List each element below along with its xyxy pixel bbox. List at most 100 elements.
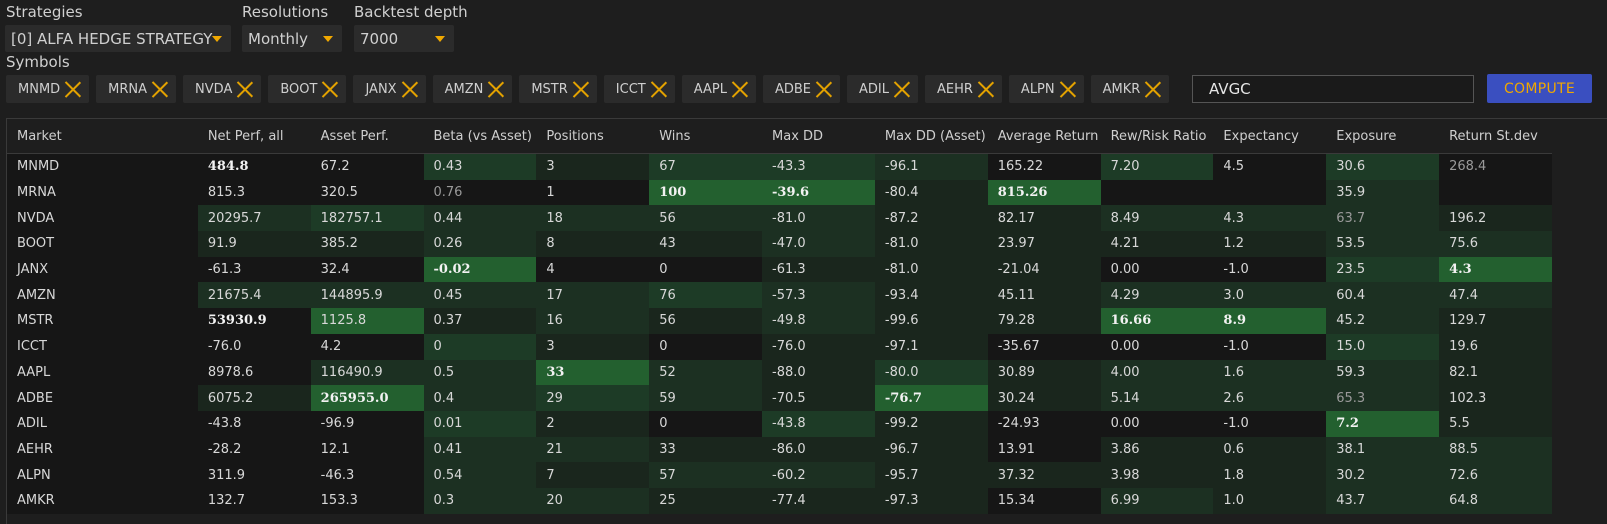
metric-cell: 116490.9 [310,359,424,386]
metric-cell [1213,179,1327,206]
table-row[interactable]: JANX -61.3 32.4 -0.02 4 0 -61.3 -81.0 -21.04 0.00… [7,256,1552,283]
symbol-chip: MRNA [96,75,177,103]
close-icon[interactable] [977,81,994,98]
close-icon[interactable] [1144,81,1161,98]
column-header[interactable]: Positions [536,119,650,154]
metric-cell: 19.6 [1439,333,1552,360]
metric-cell: 63.7 [1326,205,1440,232]
column-header[interactable]: Asset Perf. [310,119,424,154]
column-header[interactable]: Wins [649,119,763,154]
close-icon[interactable] [487,81,504,98]
close-icon[interactable] [893,81,910,98]
metric-cell: 53930.9 [197,308,311,334]
metric-cell: -61.3 [197,256,311,283]
column-header[interactable]: Beta (vs Asset) [423,119,537,154]
symbol-chip-label: MSTR [531,81,568,97]
metric-cell: -80.4 [874,179,988,206]
close-icon[interactable] [151,81,168,98]
metric-cell: 21675.4 [197,282,311,309]
close-icon[interactable] [236,81,253,98]
metric-cell: 129.7 [1439,308,1552,334]
metric-cell: -70.5 [762,385,875,411]
table-row[interactable]: AEHR -28.2 12.1 0.41 21 33 -86.0 -96.7 13.91 3.86… [7,436,1552,463]
metric-cell: 15.0 [1326,333,1440,360]
table-header-row: Market Net Perf, all Asset Perf. Beta (vs A… [7,119,1552,154]
metric-cell: -76.0 [762,333,875,360]
metric-cell: 196.2 [1439,205,1552,232]
table-row[interactable]: ICCT -76.0 4.2 0 3 0 -76.0 -97.1 -35.67 0.00 -1.0 1… [7,333,1552,360]
column-header[interactable]: Max DD [762,119,875,154]
results-table-container[interactable]: Market Net Perf, all Asset Perf. Beta (vs A… [6,118,1607,524]
metric-cell: 30.2 [1326,462,1440,488]
symbol-chip-label: AMZN [444,81,484,97]
metric-cell: 132.7 [197,487,311,514]
metric-cell: 265955.0 [310,385,424,411]
metric-cell: -60.2 [762,462,875,488]
table-row[interactable]: AMZN 21675.4 144895.9 0.45 17 76 -57.3 -93.4 45.… [7,282,1552,309]
metric-cell: 4.21 [1100,231,1214,257]
table-row[interactable]: BOOT 91.9 385.2 0.26 8 43 -47.0 -81.0 23.97 4.21 1… [7,231,1552,257]
metric-cell: 1.6 [1213,359,1327,386]
strategies-dropdown[interactable]: [0] ALFA HEDGE STRATEGY [5,25,231,52]
close-icon[interactable] [572,81,589,98]
metric-cell: 64.8 [1439,487,1552,514]
close-icon[interactable] [321,81,338,98]
close-icon[interactable] [650,81,667,98]
market-cell: MRNA [7,179,198,206]
metric-cell: 17 [536,282,650,309]
metric-cell: -86.0 [762,436,875,463]
metric-cell: 45.2 [1326,308,1440,334]
column-header[interactable]: Exposure [1326,119,1440,154]
metric-cell: 23.97 [987,231,1101,257]
metric-cell: 91.9 [197,231,311,257]
metric-cell: 7 [536,462,650,488]
table-row[interactable]: ALPN 311.9 -46.3 0.54 7 57 -60.2 -95.7 37.32 3.98… [7,462,1552,488]
metric-cell: 0.44 [423,205,537,232]
metric-cell: 16.66 [1100,308,1214,334]
metric-cell: 311.9 [197,462,311,488]
table-row[interactable]: MNMD 484.8 67.2 0.43 3 67 -43.3 -96.1 165.22 7.20… [7,153,1552,180]
table-row[interactable]: AMKR 132.7 153.3 0.3 20 25 -77.4 -97.3 15.34 6.99… [7,487,1552,514]
metric-cell: 3 [536,333,650,360]
metric-cell: 0 [649,410,763,437]
metric-cell: -96.9 [310,410,424,437]
chevron-down-icon [212,36,222,42]
symbol-chip-label: ICCT [615,81,646,97]
metric-cell: -47.0 [762,231,875,257]
resolutions-dropdown[interactable]: Monthly [242,25,342,52]
close-icon[interactable] [815,81,832,98]
symbol-chip-label: ALPN [1020,81,1055,97]
table-row[interactable]: MSTR 53930.9 1125.8 0.37 16 56 -49.8 -99.6 79.28… [7,308,1552,334]
backtest-depth-label: Backtest depth [354,3,468,21]
metric-cell: 72.6 [1439,462,1552,488]
table-row[interactable]: AAPL 8978.6 116490.9 0.5 33 52 -88.0 -80.0 30.89… [7,359,1552,386]
metric-cell: -43.8 [197,410,311,437]
compute-button[interactable]: COMPUTE [1487,74,1592,103]
metric-cell: 20295.7 [197,205,311,232]
close-icon[interactable] [401,81,418,98]
table-row[interactable]: MRNA 815.3 320.5 0.76 1 100 -39.6 -80.4 815.26 35… [7,179,1552,206]
market-cell: ADBE [7,385,198,411]
column-header[interactable]: Return St.dev [1439,119,1552,154]
table-row[interactable]: ADBE 6075.2 265955.0 0.4 29 59 -70.5 -76.7 30.24… [7,385,1552,411]
symbol-input[interactable] [1192,75,1474,103]
metric-cell: 144895.9 [310,282,424,309]
close-icon[interactable] [64,81,81,98]
close-icon[interactable] [731,81,748,98]
column-header[interactable]: Average Return [987,119,1101,154]
column-header[interactable]: Market [7,119,198,154]
column-header[interactable]: Expectancy [1213,119,1327,154]
column-header[interactable]: Rew/Risk Ratio [1100,119,1214,154]
symbol-chip: BOOT [268,75,347,103]
close-icon[interactable] [1059,81,1076,98]
column-header[interactable]: Net Perf, all [197,119,311,154]
table-row[interactable]: NVDA 20295.7 182757.1 0.44 18 56 -81.0 -87.2 82.… [7,205,1552,232]
metric-cell: 5.14 [1100,385,1214,411]
metric-cell: 13.91 [987,436,1101,463]
symbol-chip: NVDA [183,75,262,103]
metric-cell: -57.3 [762,282,875,309]
table-row[interactable]: ADIL -43.8 -96.9 0.01 2 0 -43.8 -99.2 -24.93 0.00… [7,410,1552,437]
metric-cell: 320.5 [310,179,424,206]
backtest-depth-dropdown[interactable]: 7000 [354,25,454,52]
column-header[interactable]: Max DD (Asset) [874,119,988,154]
